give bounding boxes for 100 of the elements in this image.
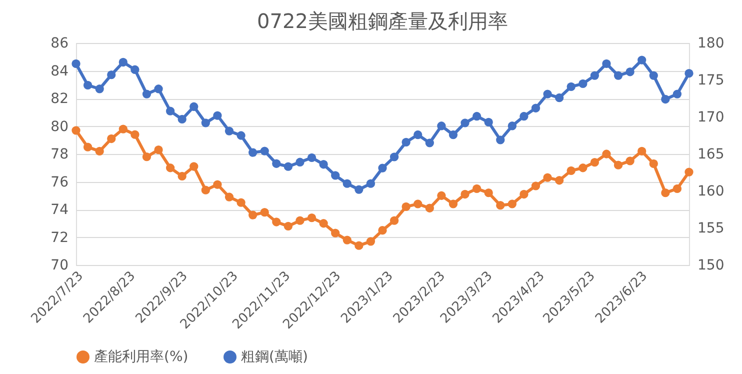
point [520, 190, 528, 199]
point [484, 188, 493, 198]
point [425, 204, 434, 212]
point [95, 146, 104, 156]
point [142, 90, 152, 98]
point [272, 159, 281, 168]
point [590, 158, 600, 167]
y-tick-label: 76 [50, 174, 69, 190]
point [154, 146, 163, 154]
y2-tick-label: 155 [698, 220, 724, 236]
y-tick-label: 72 [50, 230, 68, 246]
point [224, 192, 234, 202]
point [402, 138, 410, 146]
point [414, 200, 422, 208]
point [342, 236, 352, 244]
point [414, 130, 422, 140]
y2-tick-label: 165 [698, 146, 724, 162]
point [520, 112, 528, 121]
point [602, 150, 611, 158]
y-tick-label: 74 [50, 202, 69, 218]
point [107, 134, 116, 144]
point [649, 159, 658, 168]
y2-tick-label: 150 [698, 258, 724, 274]
y2-tick-label: 180 [698, 36, 724, 52]
point [319, 160, 328, 169]
point [166, 106, 175, 116]
point [566, 82, 576, 91]
point [638, 56, 646, 64]
point [272, 218, 281, 226]
point [661, 94, 670, 104]
point [460, 190, 470, 199]
point [307, 153, 316, 162]
y-tick-label: 78 [50, 146, 68, 162]
point [626, 156, 634, 166]
point [460, 118, 470, 128]
y-tick-label: 70 [50, 258, 68, 274]
point [248, 210, 258, 220]
point [130, 130, 140, 139]
point [331, 171, 340, 180]
point [602, 59, 611, 68]
point [484, 118, 493, 126]
point [590, 71, 600, 80]
point [354, 241, 364, 250]
point [378, 226, 387, 235]
point [178, 114, 186, 124]
y2-tick-label: 160 [698, 184, 724, 200]
point [614, 160, 623, 170]
point [425, 138, 434, 148]
y-tick-label: 82 [50, 91, 68, 107]
point [496, 201, 505, 210]
point [366, 237, 376, 246]
point [319, 219, 328, 228]
point [472, 112, 482, 121]
y2-tick-label: 170 [698, 110, 724, 126]
point [661, 188, 670, 198]
point [508, 122, 517, 130]
point [437, 191, 446, 200]
point [437, 122, 446, 130]
point [390, 152, 399, 162]
point [201, 118, 210, 128]
point [154, 84, 163, 94]
point [672, 184, 682, 194]
point [307, 214, 316, 222]
point [390, 216, 399, 225]
point [213, 111, 222, 120]
point [72, 59, 80, 68]
point [342, 179, 352, 188]
point [95, 84, 104, 94]
point [684, 168, 694, 176]
point [614, 71, 623, 80]
chart-title: 0722美國粗鋼產量及利用率 [257, 9, 508, 33]
point [201, 186, 210, 194]
y2-tick-label: 175 [698, 72, 724, 88]
point [83, 80, 92, 90]
point [638, 146, 646, 156]
point [190, 162, 198, 171]
point [284, 162, 293, 171]
point [402, 202, 410, 212]
point [118, 58, 128, 67]
point [190, 102, 198, 111]
point [578, 164, 588, 172]
point [672, 90, 682, 98]
point [284, 222, 293, 230]
point [118, 124, 128, 134]
point [626, 68, 634, 76]
point [178, 172, 186, 181]
point [248, 148, 258, 157]
point [296, 216, 304, 225]
point [448, 130, 458, 140]
legend-label: 粗鋼(萬噸) [241, 349, 308, 365]
point [578, 79, 588, 88]
y-tick-label: 84 [50, 63, 69, 80]
point [142, 152, 152, 162]
point [236, 198, 246, 207]
point [566, 166, 576, 175]
point [496, 136, 505, 144]
point [543, 90, 552, 98]
point [366, 179, 376, 188]
point [554, 176, 564, 185]
point [260, 208, 269, 217]
